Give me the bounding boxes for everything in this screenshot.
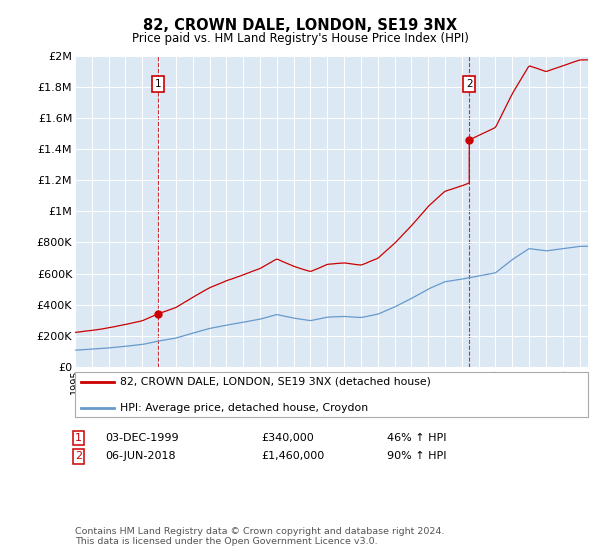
Text: 1: 1	[154, 79, 161, 89]
Text: 03-DEC-1999: 03-DEC-1999	[105, 433, 179, 443]
Text: 82, CROWN DALE, LONDON, SE19 3NX (detached house): 82, CROWN DALE, LONDON, SE19 3NX (detach…	[120, 377, 431, 387]
Text: 82, CROWN DALE, LONDON, SE19 3NX: 82, CROWN DALE, LONDON, SE19 3NX	[143, 18, 457, 33]
Text: 06-JUN-2018: 06-JUN-2018	[105, 451, 176, 461]
Text: 2: 2	[466, 79, 473, 89]
Text: 46% ↑ HPI: 46% ↑ HPI	[387, 433, 446, 443]
Text: £1,460,000: £1,460,000	[261, 451, 324, 461]
Text: 90% ↑ HPI: 90% ↑ HPI	[387, 451, 446, 461]
Text: HPI: Average price, detached house, Croydon: HPI: Average price, detached house, Croy…	[120, 403, 368, 413]
Text: £340,000: £340,000	[261, 433, 314, 443]
Text: 1: 1	[75, 433, 82, 443]
Text: Price paid vs. HM Land Registry's House Price Index (HPI): Price paid vs. HM Land Registry's House …	[131, 32, 469, 45]
Text: 2: 2	[75, 451, 82, 461]
Text: Contains HM Land Registry data © Crown copyright and database right 2024.
This d: Contains HM Land Registry data © Crown c…	[75, 526, 445, 546]
